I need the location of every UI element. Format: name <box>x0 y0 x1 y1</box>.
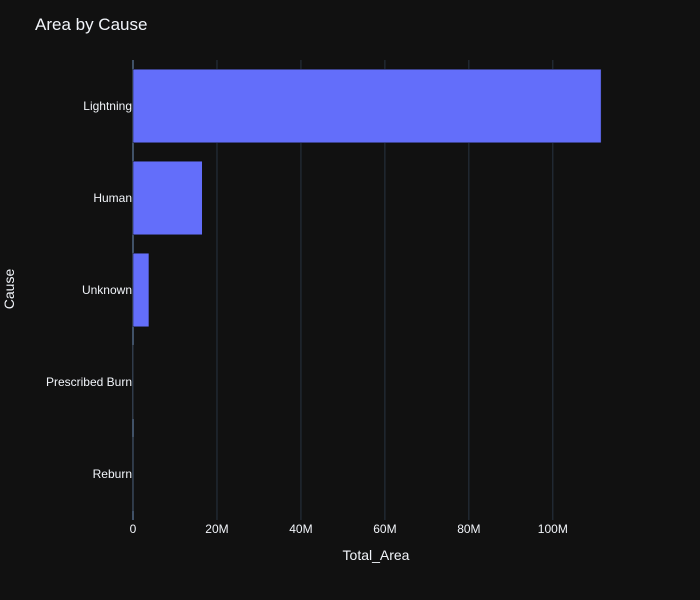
x-tick-label: 0 <box>130 522 137 536</box>
x-tick-labels: 0 20M 40M 60M 80M 100M <box>130 522 568 536</box>
bar-unknown[interactable] <box>132 252 150 328</box>
x-tick-label: 100M <box>538 522 568 536</box>
y-tick-label: Prescribed Burn <box>46 375 132 389</box>
y-tick-label: Human <box>93 191 132 205</box>
x-tick-label: 80M <box>457 522 480 536</box>
y-axis-title: Cause <box>1 269 17 310</box>
bar-lightning[interactable] <box>132 68 602 144</box>
chart-title: Area by Cause <box>35 15 147 34</box>
y-tick-label: Unknown <box>82 283 132 297</box>
x-tick-label: 60M <box>373 522 396 536</box>
x-tick-label: 40M <box>289 522 312 536</box>
x-tick-label: 20M <box>205 522 228 536</box>
x-axis-title: Total_Area <box>343 547 410 563</box>
y-tick-label: Reburn <box>93 467 132 481</box>
bars <box>132 68 602 512</box>
bar-human[interactable] <box>132 160 203 236</box>
y-tick-label: Lightning <box>83 99 132 113</box>
y-tick-labels: Lightning Human Unknown Prescribed Burn Rebu… <box>46 99 132 481</box>
